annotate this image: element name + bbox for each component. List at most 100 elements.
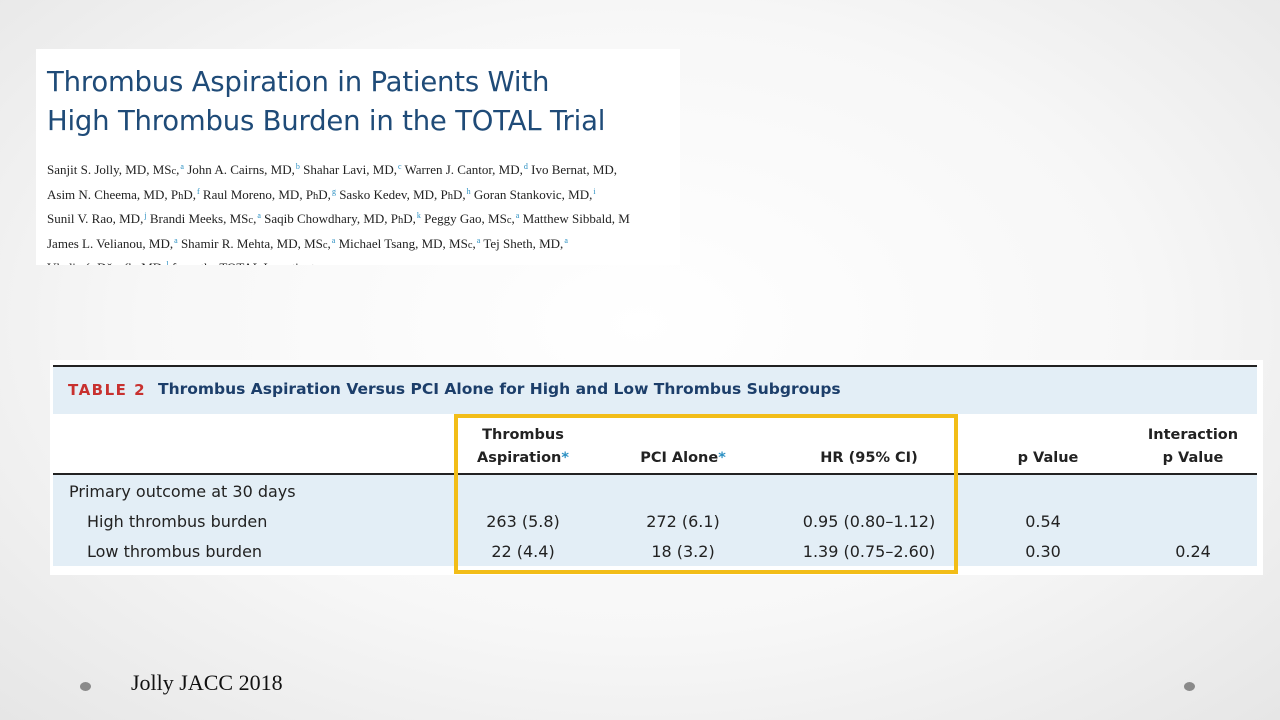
author-line: Sanjit S. Jolly, MD, MSc,a John A. Cairn…: [47, 157, 680, 182]
column-header-ta-line1: Thrombus: [482, 427, 564, 443]
affiliation-marker: c: [397, 162, 402, 171]
cell-pci-alone: 272 (6.1): [646, 512, 720, 531]
affiliation-marker: l: [166, 260, 169, 265]
affiliation-marker: b: [295, 162, 300, 171]
article-title-line-2: High Thrombus Burden in the TOTAL Trial: [47, 105, 606, 137]
table-body: TABLE 2 Thrombus Aspiration Versus PCI A…: [53, 365, 1257, 575]
column-header-int-line1: Interaction: [1147, 427, 1239, 443]
affiliation-marker: i: [593, 186, 596, 196]
row-label: Low thrombus burden: [87, 542, 263, 561]
author-text: h: [178, 190, 184, 202]
affiliation-marker: j: [144, 211, 147, 220]
author-text: h: [313, 190, 319, 202]
author-text: Matthew Sibbald, M: [519, 211, 630, 226]
author-text: Brandi Meeks, MS: [146, 211, 249, 226]
author-text: Goran Stankovic, MD,: [470, 186, 593, 202]
column-header-hr: HR (95% CI): [820, 450, 918, 466]
author-text: Peggy Gao, MS: [420, 211, 507, 226]
author-line: James L. Velianou, MD,a Shamir R. Mehta,…: [47, 231, 680, 256]
author-text: c: [467, 239, 473, 251]
table-header-band: [53, 414, 1257, 473]
author-text: Michael Tsang, MD, MS: [335, 235, 468, 251]
author-text: ,: [327, 235, 331, 251]
author-text: ,: [511, 211, 515, 226]
author-text: D,: [403, 211, 416, 226]
slide-bullet-right: [1184, 682, 1195, 691]
cell-hr: 0.95 (0.80–1.12): [802, 512, 936, 531]
affiliation-marker: g: [331, 186, 336, 196]
author-text: Asim N. Cheema, MD, P: [47, 186, 179, 202]
author-text: Sanjit S. Jolly, MD, MS: [47, 162, 172, 177]
article-title: Thrombus Aspiration in Patients With Hig…: [47, 63, 605, 141]
row-label: High thrombus burden: [87, 512, 268, 531]
column-header-int-line2: p Value: [1162, 450, 1224, 466]
footnote-asterisk: *: [561, 450, 569, 466]
author-text: ,: [472, 235, 476, 251]
author-line: Asim N. Cheema, MD, PhD,f Raul Moreno, M…: [47, 182, 680, 207]
table-header-rule: [53, 473, 1257, 475]
affiliation-marker: a: [515, 211, 520, 220]
cell-thrombus-aspiration: 263 (5.8): [486, 512, 560, 531]
author-text: Vladimír Džavík, MD,: [47, 260, 165, 265]
author-text: D,: [183, 186, 196, 202]
author-text: c: [171, 166, 177, 177]
author-text: Sasko Kedev, MD, P: [335, 186, 448, 202]
cell-pci-alone: 18 (3.2): [651, 542, 715, 561]
author-line: Vladimír Džavík, MD,l from the TOTAL Inv…: [47, 255, 680, 265]
cell-thrombus-aspiration: 22 (4.4): [491, 542, 555, 561]
section-label: Primary outcome at 30 days: [69, 482, 296, 501]
affiliation-marker: a: [476, 235, 481, 245]
cell-p-value: 0.30: [1025, 542, 1061, 561]
table-top-rule: [53, 365, 1257, 367]
author-text: D,: [453, 186, 466, 202]
author-text: ,: [253, 211, 257, 226]
author-text: Shamir R. Mehta, MD, MS: [177, 235, 323, 251]
slide-bullet-left: [80, 682, 91, 691]
affiliation-marker: a: [564, 235, 568, 245]
highlight-box: [454, 414, 958, 574]
cell-interaction-p: 0.24: [1175, 542, 1211, 561]
author-text: Sunil V. Rao, MD,: [47, 211, 144, 226]
table-caption: Thrombus Aspiration Versus PCI Alone for…: [158, 380, 841, 398]
affiliation-marker: a: [174, 235, 178, 245]
author-text: D,: [318, 186, 331, 202]
citation: Jolly JACC 2018: [131, 670, 283, 695]
article-header: Thrombus Aspiration in Patients With Hig…: [36, 49, 680, 265]
author-text: Tej Sheth, MD,: [480, 235, 564, 251]
column-header-interaction-p: Interaction p Value: [1133, 424, 1253, 470]
author-text: James L. Velianou, MD,: [47, 235, 174, 251]
affiliation-marker: h: [466, 186, 471, 196]
column-header-p-value: p Value: [1017, 450, 1079, 466]
column-header-pci-alone: PCI Alone*: [613, 447, 753, 470]
author-text: c: [322, 239, 328, 251]
author-text: c: [506, 215, 512, 226]
author-text: c: [248, 215, 254, 226]
column-header-pci-text: PCI Alone: [640, 450, 719, 466]
author-text: Saqib Chowdhary, MD, P: [260, 211, 398, 226]
affiliation-marker: k: [416, 211, 421, 220]
author-text: Raul Moreno, MD, P: [199, 186, 314, 202]
column-header-thrombus-aspiration: Thrombus Aspiration*: [453, 424, 593, 470]
author-text: Warren J. Cantor, MD,: [401, 162, 523, 177]
author-text: h: [398, 215, 404, 226]
affiliation-marker: a: [331, 235, 336, 245]
affiliation-marker: a: [257, 211, 261, 220]
author-text: h: [447, 190, 454, 202]
cell-p-value: 0.54: [1025, 512, 1061, 531]
footnote-asterisk: *: [718, 450, 726, 466]
author-text: from the TOTAL Investigators: [169, 260, 331, 265]
results-table: TABLE 2 Thrombus Aspiration Versus PCI A…: [50, 360, 1263, 575]
author-text: John A. Cairns, MD,: [183, 162, 295, 177]
cell-hr: 1.39 (0.75–2.60): [802, 542, 936, 561]
author-text: ,: [176, 162, 180, 177]
author-line: Sunil V. Rao, MD,j Brandi Meeks, MSc,a S…: [47, 206, 680, 231]
column-header-ta-line2: Aspiration: [477, 450, 562, 466]
affiliation-marker: d: [523, 162, 528, 171]
article-title-line-1: Thrombus Aspiration in Patients With: [47, 66, 550, 98]
author-text: Shahar Lavi, MD,: [299, 162, 397, 177]
affiliation-marker: a: [180, 162, 184, 171]
table-label: TABLE 2: [68, 381, 147, 399]
affiliation-marker: f: [196, 186, 200, 196]
author-list: Sanjit S. Jolly, MD, MSc,a John A. Cairn…: [47, 157, 680, 265]
author-text: Ivo Bernat, MD,: [527, 162, 618, 177]
